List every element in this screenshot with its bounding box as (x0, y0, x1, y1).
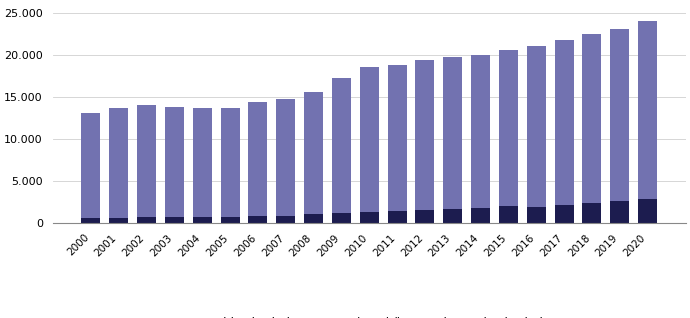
Bar (221, 217, 239, 223)
Bar (388, 66, 406, 211)
Bar (415, 60, 435, 210)
Bar (276, 216, 295, 223)
Bar (137, 217, 156, 223)
Bar (443, 57, 462, 209)
Legend: Fachhochschulen, Universitäten und Kunsthochschulen: Fachhochschulen, Universitäten und Kunst… (177, 312, 562, 318)
Bar (109, 108, 128, 218)
Bar (471, 55, 490, 208)
Bar (109, 218, 128, 223)
Bar (582, 203, 602, 223)
Bar (359, 67, 379, 212)
Bar (388, 211, 406, 223)
Bar (526, 46, 546, 207)
Bar (610, 29, 629, 201)
Bar (248, 102, 267, 216)
Bar (582, 34, 602, 203)
Bar (415, 210, 435, 223)
Bar (555, 40, 573, 205)
Bar (276, 99, 295, 216)
Bar (499, 50, 518, 206)
Bar (165, 107, 184, 217)
Bar (248, 216, 267, 223)
Bar (304, 92, 323, 214)
Bar (81, 218, 100, 223)
Bar (610, 201, 629, 223)
Bar (221, 107, 239, 217)
Bar (165, 217, 184, 223)
Bar (471, 208, 490, 223)
Bar (359, 212, 379, 223)
Bar (638, 199, 657, 223)
Bar (499, 206, 518, 223)
Bar (137, 105, 156, 217)
Bar (304, 214, 323, 223)
Bar (332, 213, 351, 223)
Bar (443, 209, 462, 223)
Bar (638, 21, 657, 199)
Bar (81, 113, 100, 218)
Bar (332, 78, 351, 213)
Bar (526, 207, 546, 223)
Bar (193, 107, 212, 217)
Bar (193, 217, 212, 223)
Bar (555, 205, 573, 223)
